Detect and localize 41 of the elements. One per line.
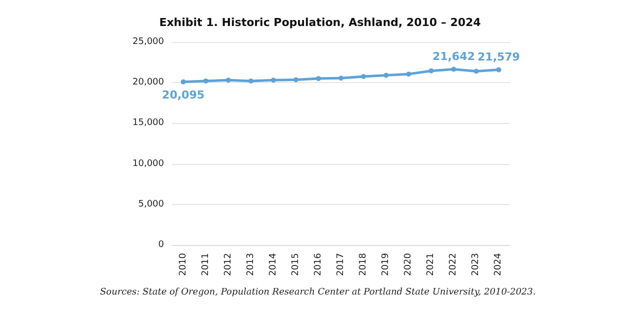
- point: [316, 76, 321, 82]
- point: [496, 67, 502, 72]
- x-tick-label: 2017: [336, 253, 346, 276]
- x-tick-label: 2014: [268, 252, 278, 276]
- y-tick-label: 5,000: [138, 199, 164, 210]
- point: [203, 78, 208, 84]
- y-tick-label: 10,000: [132, 158, 164, 169]
- x-tick-label: 2015: [290, 253, 301, 276]
- x-tick-label: 2023: [471, 253, 482, 276]
- data-label: 20,095: [162, 88, 204, 102]
- point: [361, 74, 366, 80]
- x-tick-label: 2010: [178, 252, 188, 276]
- x-tick-label: 2021: [426, 253, 436, 276]
- point: [248, 78, 254, 84]
- y-tick-label: 25,000: [132, 37, 164, 47]
- chart-title: Exhibit 1. Historic Population, Ashland, 2010 – 2024: [159, 16, 482, 29]
- x-tick-label: 2020: [404, 252, 414, 276]
- x-tick-label: 2024: [494, 252, 504, 276]
- x-tick-label: 2011: [200, 253, 211, 276]
- point: [180, 79, 186, 84]
- y-tick-label: 15,000: [132, 118, 164, 128]
- point: [338, 76, 344, 81]
- point: [451, 66, 456, 72]
- point: [428, 68, 434, 74]
- x-tick-label: 2013: [246, 253, 256, 276]
- data-label: 21,642: [432, 50, 475, 63]
- point: [270, 78, 276, 83]
- x-tick-label: 2012: [223, 253, 234, 276]
- x-tick-label: 2019: [381, 252, 392, 276]
- data-label: 21,579: [478, 50, 520, 64]
- point: [226, 78, 231, 83]
- y-tick-label: 20,000: [132, 78, 164, 88]
- y-tick-label: 0: [158, 240, 164, 250]
- source-note: Sources: State of Oregon, Population Research Center at Portland State University, 2010-2023.: [100, 288, 536, 298]
- point: [406, 72, 412, 77]
- point: [384, 72, 389, 78]
- x-tick-label: 2022: [448, 253, 459, 276]
- point: [474, 68, 479, 74]
- x-tick-label: 2018: [358, 252, 369, 276]
- x-tick-label: 2016: [313, 252, 324, 276]
- point: [293, 77, 298, 82]
